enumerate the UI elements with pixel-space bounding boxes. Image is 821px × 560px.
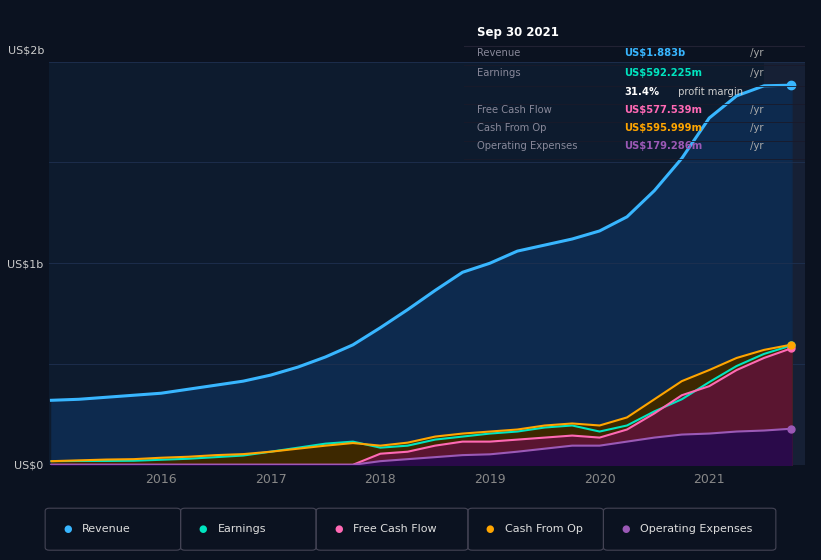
Text: US$1.883b: US$1.883b bbox=[624, 48, 686, 58]
Text: Cash From Op: Cash From Op bbox=[505, 524, 583, 534]
Text: /yr: /yr bbox=[746, 141, 764, 151]
Text: US$179.286m: US$179.286m bbox=[624, 141, 702, 151]
Text: Revenue: Revenue bbox=[478, 48, 521, 58]
Text: US$592.225m: US$592.225m bbox=[624, 68, 702, 78]
Text: Revenue: Revenue bbox=[82, 524, 131, 534]
Text: 31.4%: 31.4% bbox=[624, 86, 659, 96]
Text: ●: ● bbox=[334, 524, 342, 534]
Text: Sep 30 2021: Sep 30 2021 bbox=[478, 26, 559, 39]
Text: /yr: /yr bbox=[746, 68, 764, 78]
Text: Free Cash Flow: Free Cash Flow bbox=[478, 105, 553, 115]
Text: /yr: /yr bbox=[746, 48, 764, 58]
Text: ●: ● bbox=[63, 524, 71, 534]
Text: profit margin: profit margin bbox=[675, 86, 743, 96]
Bar bbox=[764, 62, 821, 465]
Text: ●: ● bbox=[486, 524, 494, 534]
Text: US$577.539m: US$577.539m bbox=[624, 105, 702, 115]
Text: /yr: /yr bbox=[746, 123, 764, 133]
Text: ●: ● bbox=[621, 524, 630, 534]
Text: /yr: /yr bbox=[746, 105, 764, 115]
Text: Operating Expenses: Operating Expenses bbox=[478, 141, 578, 151]
Text: Earnings: Earnings bbox=[478, 68, 521, 78]
Text: Operating Expenses: Operating Expenses bbox=[640, 524, 753, 534]
Text: US$595.999m: US$595.999m bbox=[624, 123, 702, 133]
Text: Free Cash Flow: Free Cash Flow bbox=[353, 524, 437, 534]
Text: US$2b: US$2b bbox=[7, 45, 44, 55]
Text: ●: ● bbox=[199, 524, 207, 534]
Text: Earnings: Earnings bbox=[218, 524, 266, 534]
Text: Cash From Op: Cash From Op bbox=[478, 123, 547, 133]
